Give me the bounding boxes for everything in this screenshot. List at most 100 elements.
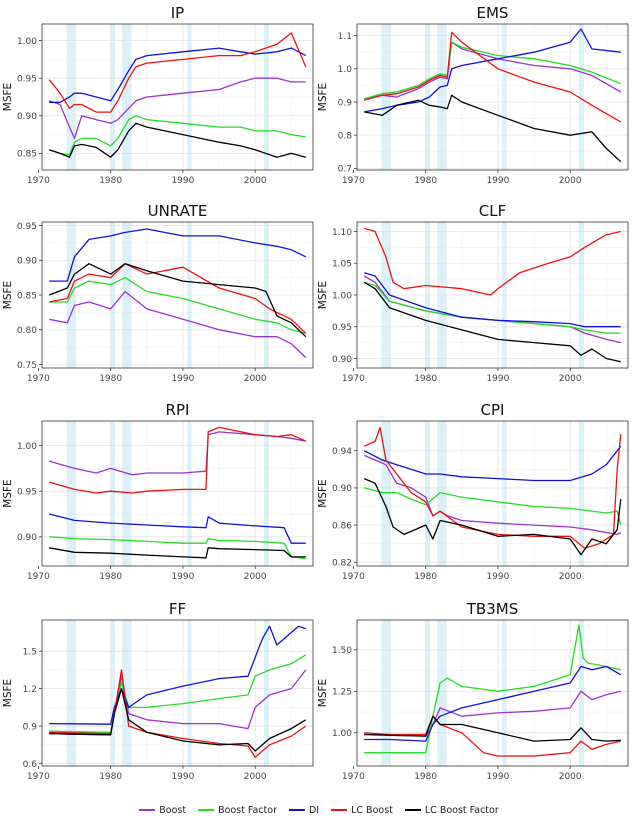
x-tick-label-unrate: 1980 [99, 374, 122, 384]
x-tick-label-unrate: 2000 [244, 374, 267, 384]
recession-band-clf [437, 222, 447, 368]
recession-band-tb3ms [502, 620, 507, 766]
series-line-cpi-boost-factor [364, 487, 622, 526]
series-line-clf-lc-boost-factor [363, 281, 621, 363]
recession-band-ems [437, 24, 447, 170]
y-tick-label-tb3ms: 1.00 [332, 729, 352, 739]
x-tick-label-ems: 1970 [342, 176, 365, 186]
panel-tb3ms: 1.00 1.25 1.50 1970 1980 1990 2000 TB3MS MSFE [317, 600, 629, 782]
recession-band-clf [381, 222, 391, 368]
series-group-ip [48, 32, 307, 158]
chart-title-ip: IP [171, 4, 184, 22]
chart-title-ems: EMS [477, 4, 509, 22]
recession-band-unrate [263, 222, 269, 368]
recession-band-rpi [187, 421, 192, 566]
recession-band-rpi [263, 421, 269, 566]
x-tick-label-unrate: 1990 [171, 374, 194, 384]
y-tick-label-clf: 1.05 [332, 260, 352, 270]
recession-band-ems [381, 24, 391, 170]
legend-swatch-lc-boost-factor [404, 809, 421, 811]
plot-border-ff [41, 619, 314, 767]
recession-band-rpi [122, 421, 132, 566]
y-axis-label-rpi: MSFE [2, 479, 14, 507]
series-line-rpi-di [49, 513, 306, 544]
series-line-unrate-boost [49, 290, 307, 359]
legend-label-lc-boost: LC Boost [351, 804, 393, 816]
y-axis-label-clf: MSFE [317, 281, 329, 309]
recession-band-clf [502, 222, 507, 368]
x-tick-label-clf: 1970 [342, 374, 365, 384]
legend-swatch-boost-factor [198, 809, 215, 811]
recession-band-tb3ms [425, 620, 430, 766]
panel-cpi: 0.82 0.86 0.90 0.94 1970 1980 1990 2000 CPI MSFE [317, 401, 629, 582]
recession-band-ff [187, 620, 192, 766]
x-tick-label-unrate: 1970 [27, 374, 50, 384]
y-axis-label-tb3ms: MSFE [317, 679, 329, 707]
y-tick-label-ip: 0.95 [17, 74, 37, 84]
series-line-rpi-lc-boost [49, 426, 307, 494]
legend-item-boost-factor: Boost Factor [198, 805, 277, 816]
recession-band-ip [122, 24, 132, 170]
chart-title-clf: CLF [479, 202, 506, 220]
legend-item-lc-boost-factor: LC Boost Factor [404, 804, 499, 816]
recession-band-tb3ms [437, 620, 447, 766]
x-tick-label-ems: 1980 [414, 176, 437, 186]
recession-band-ems [502, 24, 507, 170]
x-tick-label-rpi: 1990 [171, 572, 194, 582]
x-tick-label-tb3ms: 1980 [414, 772, 437, 782]
y-tick-label-cpi: 0.86 [332, 521, 352, 531]
series-line-ff-lc-boost-factor [49, 687, 307, 752]
y-tick-label-tb3ms: 1.25 [332, 688, 352, 698]
recession-band-cpi [425, 421, 430, 566]
plot-border-ems [356, 23, 629, 171]
y-axis-label-ip: MSFE [2, 83, 14, 111]
panel-ip: 0.85 0.90 0.95 1.00 1970 1980 1990 2000 IP MSFE [2, 4, 314, 186]
series-line-cpi-di [363, 445, 622, 482]
y-tick-label-unrate: 0.95 [17, 222, 37, 232]
y-tick-label-ems: 0.8 [338, 131, 353, 141]
y-tick-label-ip: 0.85 [17, 150, 37, 160]
y-tick-label-unrate: 0.85 [17, 291, 37, 301]
y-tick-label-ems: 1.0 [338, 65, 353, 75]
y-tick-label-clf: 1.00 [332, 291, 352, 301]
y-tick-label-tb3ms: 1.50 [332, 646, 352, 656]
panel-unrate: 0.75 0.80 0.85 0.90 0.95 1970 1980 1990 2000 UNRA… [2, 202, 314, 384]
y-axis-label-ems: MSFE [317, 83, 329, 111]
series-line-clf-di [364, 272, 621, 328]
series-line-tb3ms-lc-boost-factor [364, 715, 621, 742]
recession-band-unrate [187, 222, 192, 368]
legend-label-lc-boost-factor: LC Boost Factor [424, 804, 499, 816]
x-tick-label-cpi: 1990 [486, 572, 509, 582]
legend-label-boost-factor: Boost Factor [218, 804, 277, 816]
x-tick-label-cpi: 1980 [414, 572, 437, 582]
y-tick-label-ip: 0.90 [17, 112, 37, 122]
recession-band-cpi [502, 421, 507, 566]
plot-border-cpi [356, 420, 629, 567]
y-tick-label-unrate: 0.75 [17, 361, 37, 371]
legend-item-lc-boost: LC Boost [331, 805, 393, 816]
recession-band-ip [187, 24, 192, 170]
y-tick-label-ems: 0.7 [338, 165, 352, 175]
y-tick-label-rpi: 0.95 [17, 488, 37, 498]
y-tick-label-ip: 1.00 [17, 37, 37, 47]
series-line-ff-di [49, 625, 307, 725]
series-group-tb3ms [364, 624, 622, 757]
x-tick-label-tb3ms: 1970 [342, 772, 365, 782]
y-tick-label-clf: 0.95 [332, 323, 352, 333]
series-line-ems-lc-boost [364, 31, 622, 123]
y-tick-label-ems: 1.1 [338, 32, 352, 42]
series-line-tb3ms-di [364, 665, 622, 742]
x-tick-label-tb3ms: 2000 [559, 772, 582, 782]
x-tick-label-ff: 1990 [171, 772, 194, 782]
plot-background-rpi [42, 421, 313, 566]
series-line-ip-lc-boost [48, 32, 307, 113]
x-tick-label-cpi: 1970 [342, 572, 365, 582]
panel-ems: 0.7 0.8 0.9 1.0 1.1 1970 1980 1990 2000 EMS MSFE [317, 4, 629, 186]
series-line-clf-lc-boost [364, 227, 621, 296]
x-tick-label-ff: 2000 [244, 772, 267, 782]
series-line-ip-di [49, 47, 307, 103]
x-tick-label-clf: 1990 [486, 374, 509, 384]
series-line-tb3ms-boost-factor [364, 624, 621, 754]
y-axis-label-ff: MSFE [2, 679, 14, 707]
